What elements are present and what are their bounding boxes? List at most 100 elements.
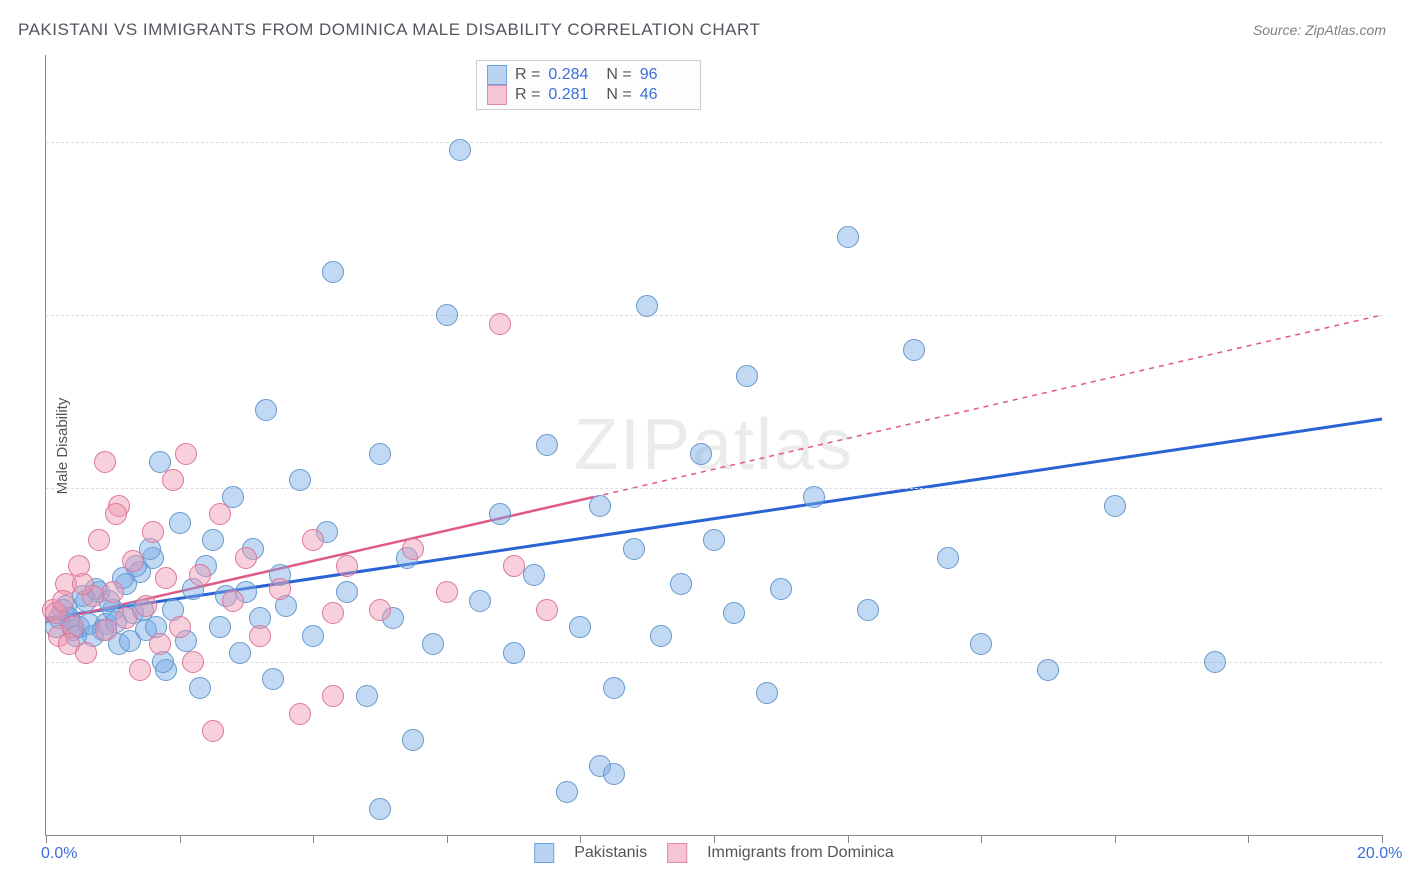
scatter-point [162, 469, 184, 491]
scatter-point [169, 512, 191, 534]
gridline-h [46, 142, 1382, 143]
scatter-point [336, 555, 358, 577]
trend-lines-svg [46, 55, 1382, 835]
gridline-h [46, 488, 1382, 489]
scatter-point [155, 567, 177, 589]
x-tick-mark [313, 835, 314, 843]
legend-label-1: Pakistanis [574, 844, 647, 862]
scatter-point [670, 573, 692, 595]
scatter-point [102, 581, 124, 603]
scatter-point [536, 599, 558, 621]
scatter-point [222, 590, 244, 612]
chart-container: PAKISTANI VS IMMIGRANTS FROM DOMINICA MA… [0, 0, 1406, 892]
scatter-point [402, 729, 424, 751]
scatter-point [837, 226, 859, 248]
scatter-point [436, 581, 458, 603]
scatter-point [650, 625, 672, 647]
plot-area: ZIPatlas R = 0.284 N = 96 R = 0.281 N = … [45, 55, 1382, 836]
scatter-point [52, 590, 74, 612]
scatter-point [736, 365, 758, 387]
scatter-point [857, 599, 879, 621]
scatter-point [175, 443, 197, 465]
scatter-point [369, 798, 391, 820]
x-tick-mark [447, 835, 448, 843]
scatter-point [556, 781, 578, 803]
scatter-point [72, 573, 94, 595]
scatter-point [723, 602, 745, 624]
scatter-point [209, 616, 231, 638]
scatter-point [903, 339, 925, 361]
scatter-point [94, 451, 116, 473]
gridline-h [46, 662, 1382, 663]
x-tick-label: 0.0% [41, 845, 77, 863]
scatter-point [262, 668, 284, 690]
x-tick-mark [981, 835, 982, 843]
x-tick-mark [180, 835, 181, 843]
scatter-point [536, 434, 558, 456]
scatter-point [135, 595, 157, 617]
x-tick-label: 20.0% [1357, 845, 1402, 863]
scatter-point [489, 503, 511, 525]
scatter-point [1037, 659, 1059, 681]
scatter-point [142, 521, 164, 543]
scatter-point [603, 677, 625, 699]
scatter-point [249, 625, 271, 647]
scatter-point [58, 633, 80, 655]
scatter-point [1204, 651, 1226, 673]
scatter-point [489, 313, 511, 335]
scatter-point [269, 578, 291, 600]
scatter-point [95, 619, 117, 641]
scatter-point [202, 720, 224, 742]
scatter-point [356, 685, 378, 707]
x-tick-mark [1382, 835, 1383, 843]
scatter-point [756, 682, 778, 704]
scatter-point [169, 616, 191, 638]
scatter-point [369, 599, 391, 621]
gridline-h [46, 315, 1382, 316]
scatter-point [289, 469, 311, 491]
legend-swatch-1-icon [534, 843, 554, 863]
scatter-point [690, 443, 712, 465]
scatter-point [503, 642, 525, 664]
scatter-point [449, 139, 471, 161]
scatter-point [209, 503, 231, 525]
scatter-point [770, 578, 792, 600]
scatter-point [322, 602, 344, 624]
scatter-point [229, 642, 251, 664]
scatter-point [803, 486, 825, 508]
scatter-point [105, 503, 127, 525]
scatter-point [623, 538, 645, 560]
legend-label-2: Immigrants from Dominica [707, 844, 894, 862]
scatter-point [189, 564, 211, 586]
scatter-point [937, 547, 959, 569]
chart-source: Source: ZipAtlas.com [1253, 22, 1386, 38]
scatter-point [703, 529, 725, 551]
scatter-point [436, 304, 458, 326]
scatter-point [255, 399, 277, 421]
x-tick-mark [1115, 835, 1116, 843]
scatter-point [369, 443, 391, 465]
scatter-point [603, 763, 625, 785]
x-tick-mark [848, 835, 849, 843]
scatter-point [503, 555, 525, 577]
scatter-point [422, 633, 444, 655]
scatter-point [302, 625, 324, 647]
scatter-point [569, 616, 591, 638]
scatter-point [115, 607, 137, 629]
scatter-point [289, 703, 311, 725]
scatter-point [182, 651, 204, 673]
scatter-point [336, 581, 358, 603]
scatter-point [189, 677, 211, 699]
scatter-point [88, 529, 110, 551]
scatter-point [302, 529, 324, 551]
x-tick-mark [580, 835, 581, 843]
scatter-point [149, 633, 171, 655]
scatter-point [402, 538, 424, 560]
scatter-point [469, 590, 491, 612]
scatter-point [589, 495, 611, 517]
scatter-point [129, 659, 151, 681]
scatter-point [235, 547, 257, 569]
scatter-point [119, 630, 141, 652]
scatter-point [202, 529, 224, 551]
scatter-point [636, 295, 658, 317]
